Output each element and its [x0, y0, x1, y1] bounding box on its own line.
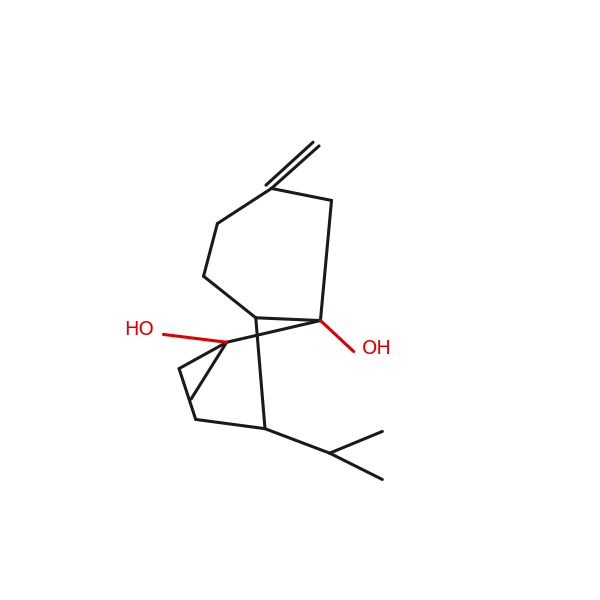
Text: OH: OH	[362, 339, 392, 358]
Text: HO: HO	[124, 320, 154, 339]
